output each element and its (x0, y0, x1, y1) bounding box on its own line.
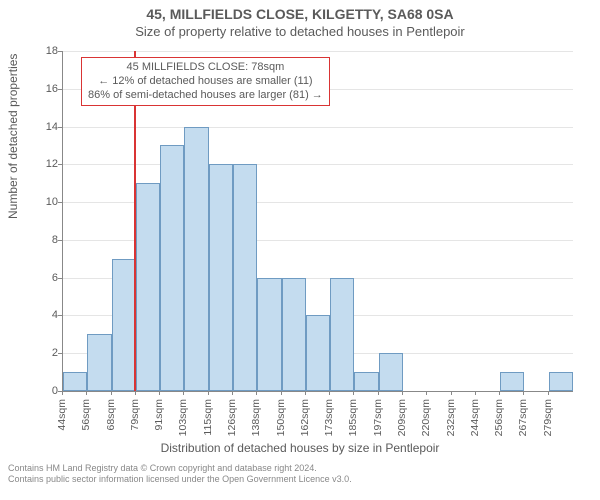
y-tick-mark (58, 353, 62, 354)
x-tick-mark (353, 391, 354, 395)
y-tick-label: 8 (38, 234, 58, 246)
x-tick-label: 267sqm (517, 399, 529, 436)
histogram-bar (63, 372, 87, 391)
histogram-bar (500, 372, 524, 391)
gridline (63, 164, 573, 165)
x-tick-label: 103sqm (177, 399, 189, 436)
x-tick-mark (426, 391, 427, 395)
x-tick-label: 185sqm (347, 399, 359, 436)
histogram-bar (233, 164, 257, 391)
y-tick-label: 6 (38, 272, 58, 284)
x-tick-label: 173sqm (323, 399, 335, 436)
y-axis-label: Number of detached properties (6, 54, 20, 219)
y-tick-label: 4 (38, 309, 58, 321)
histogram-bar (282, 278, 306, 391)
x-tick-label: 244sqm (469, 399, 481, 436)
x-tick-mark (256, 391, 257, 395)
y-tick-mark (58, 164, 62, 165)
x-tick-label: 209sqm (396, 399, 408, 436)
histogram-bar (354, 372, 378, 391)
x-tick-label: 162sqm (299, 399, 311, 436)
x-tick-label: 56sqm (80, 399, 92, 431)
chart-title-sub: Size of property relative to detached ho… (0, 24, 600, 39)
histogram-bar (379, 353, 403, 391)
histogram-bar (549, 372, 573, 391)
y-tick-label: 0 (38, 385, 58, 397)
gridline (63, 127, 573, 128)
x-tick-mark (86, 391, 87, 395)
y-tick-mark (58, 315, 62, 316)
x-tick-label: 115sqm (202, 399, 214, 436)
x-tick-label: 232sqm (445, 399, 457, 436)
y-tick-mark (58, 202, 62, 203)
x-tick-label: 279sqm (542, 399, 554, 436)
x-tick-mark (451, 391, 452, 395)
annotation-line-2: ← 12% of detached houses are smaller (11… (88, 75, 323, 89)
footer-line-1: Contains HM Land Registry data © Crown c… (8, 463, 592, 474)
x-tick-mark (208, 391, 209, 395)
histogram-bar (136, 183, 160, 391)
histogram-bar (87, 334, 111, 391)
y-tick-mark (58, 278, 62, 279)
x-axis-label: Distribution of detached houses by size … (0, 441, 600, 455)
histogram-bar (160, 145, 184, 391)
footer-line-2: Contains public sector information licen… (8, 474, 592, 485)
y-tick-mark (58, 240, 62, 241)
histogram-bar (209, 164, 233, 391)
x-tick-mark (111, 391, 112, 395)
y-tick-label: 12 (38, 158, 58, 170)
y-tick-label: 18 (38, 45, 58, 57)
x-tick-label: 68sqm (105, 399, 117, 431)
x-tick-mark (232, 391, 233, 395)
x-tick-mark (159, 391, 160, 395)
x-tick-label: 256sqm (493, 399, 505, 436)
x-tick-label: 220sqm (420, 399, 432, 436)
x-tick-mark (523, 391, 524, 395)
x-tick-mark (305, 391, 306, 395)
y-tick-mark (58, 89, 62, 90)
x-tick-label: 91sqm (153, 399, 165, 431)
x-tick-label: 126sqm (226, 399, 238, 436)
y-tick-label: 2 (38, 347, 58, 359)
x-tick-mark (329, 391, 330, 395)
x-tick-mark (499, 391, 500, 395)
x-tick-mark (402, 391, 403, 395)
x-tick-label: 138sqm (250, 399, 262, 436)
x-tick-label: 150sqm (275, 399, 287, 436)
x-tick-label: 44sqm (56, 399, 68, 431)
y-tick-mark (58, 127, 62, 128)
x-tick-mark (378, 391, 379, 395)
x-tick-mark (281, 391, 282, 395)
x-tick-label: 79sqm (129, 399, 141, 431)
footer: Contains HM Land Registry data © Crown c… (0, 459, 600, 488)
y-tick-label: 16 (38, 83, 58, 95)
histogram-bar (330, 278, 354, 391)
histogram-bar (184, 127, 208, 391)
x-tick-mark (475, 391, 476, 395)
x-tick-mark (548, 391, 549, 395)
y-tick-mark (58, 51, 62, 52)
histogram-bar (112, 259, 136, 391)
annotation-box: 45 MILLFIELDS CLOSE: 78sqm ← 12% of deta… (81, 57, 330, 106)
y-tick-label: 14 (38, 121, 58, 133)
annotation-line-1: 45 MILLFIELDS CLOSE: 78sqm (88, 61, 323, 75)
annotation-line-3: 86% of semi-detached houses are larger (… (88, 89, 323, 103)
x-tick-label: 197sqm (372, 399, 384, 436)
plot-area: 45 MILLFIELDS CLOSE: 78sqm ← 12% of deta… (62, 51, 573, 392)
gridline (63, 51, 573, 52)
histogram-bar (306, 315, 330, 391)
y-tick-label: 10 (38, 196, 58, 208)
histogram-bar (257, 278, 281, 391)
chart-title-main: 45, MILLFIELDS CLOSE, KILGETTY, SA68 0SA (0, 6, 600, 22)
chart-container: Number of detached properties 45 MILLFIE… (0, 39, 600, 459)
x-tick-mark (183, 391, 184, 395)
x-tick-mark (135, 391, 136, 395)
x-tick-mark (62, 391, 63, 395)
